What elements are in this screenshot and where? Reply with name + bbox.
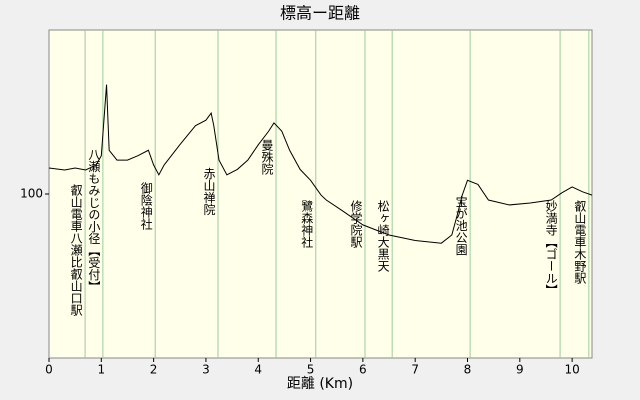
chart-title: 標高ー距離 xyxy=(280,4,360,23)
x-tick-label: 10 xyxy=(564,363,579,377)
landmark-label: 松ヶ崎大黒天 xyxy=(376,200,390,272)
x-tick-label: 6 xyxy=(359,363,367,377)
x-tick-label: 9 xyxy=(516,363,524,377)
x-tick-label: 8 xyxy=(464,363,472,377)
x-tick-label: 2 xyxy=(150,363,158,377)
x-tick-label: 7 xyxy=(411,363,419,377)
landmark-label: 八瀬もみじの小径【受付】 xyxy=(87,148,101,292)
landmark-label: 修学院駅 xyxy=(349,199,363,249)
landmark-label: 御陰神社 xyxy=(139,181,153,230)
x-tick-label: 1 xyxy=(97,363,105,377)
x-tick-label: 4 xyxy=(254,363,262,377)
landmark-label: 曼殊院 xyxy=(260,139,274,175)
landmark-label: 宝が池公園 xyxy=(454,195,468,255)
x-tick-label: 3 xyxy=(202,363,210,377)
landmark-label: 叡山電車木野駅 xyxy=(573,199,587,285)
elevation-line xyxy=(48,84,593,244)
landmark-label: 妙満寺【ゴール】 xyxy=(544,200,558,296)
y-tick-label: 100 xyxy=(20,187,43,201)
x-tick-label: 5 xyxy=(307,363,315,377)
x-tick-label: 0 xyxy=(45,363,53,377)
x-axis-label: 距離 (Km) xyxy=(287,375,353,392)
landmark-label: 叡山電車八瀬比叡山口駅 xyxy=(69,182,83,316)
landmark-label: 赤山禅院 xyxy=(202,167,216,215)
landmark-label: 鷺森神社 xyxy=(300,199,314,248)
